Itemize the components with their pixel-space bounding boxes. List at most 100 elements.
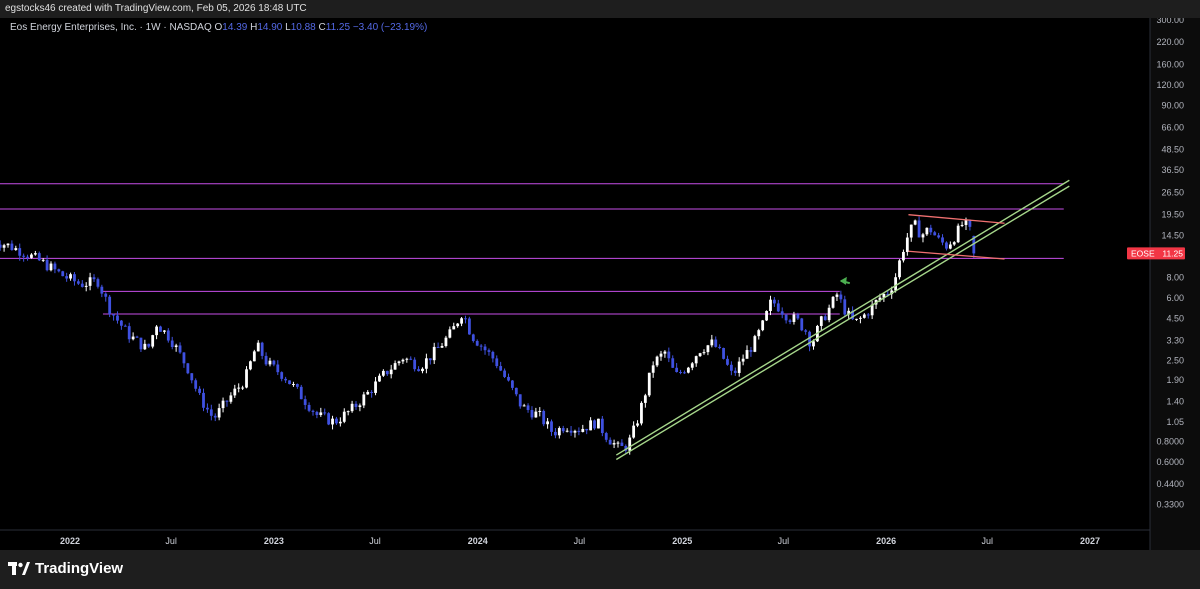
- x-tick-label: 2027: [1080, 536, 1100, 546]
- y-tick-label: 0.6000: [1156, 457, 1184, 467]
- tradingview-brand[interactable]: TradingView: [8, 560, 123, 577]
- candle-body: [948, 244, 952, 249]
- candle-body: [706, 345, 710, 353]
- candle-body: [260, 342, 264, 356]
- candle-body: [890, 290, 894, 295]
- candle-body: [295, 384, 299, 387]
- y-tick-label: 1.90: [1166, 375, 1184, 385]
- price-axis-background: [1150, 18, 1200, 550]
- candle-body: [898, 260, 901, 278]
- candle-body: [217, 408, 221, 418]
- candle-body: [104, 293, 108, 297]
- candle-body: [6, 243, 10, 246]
- candle-body: [655, 356, 659, 366]
- candle-body: [155, 326, 158, 336]
- candle-body: [729, 364, 733, 371]
- candle-body: [499, 366, 503, 371]
- candle-body: [475, 340, 479, 346]
- candle-body: [554, 431, 557, 436]
- candle-body: [839, 294, 843, 300]
- candle-body: [772, 299, 776, 304]
- candle-body: [589, 420, 593, 431]
- candle-body: [671, 358, 675, 368]
- candle-body: [694, 356, 698, 364]
- price-chart[interactable]: 300.00 220.00 160.00 120.00 90.00 66.00 48.50 3…: [0, 18, 1200, 550]
- candle-body: [143, 343, 147, 350]
- candle-body: [659, 353, 663, 357]
- close-label: C: [318, 22, 326, 33]
- candle-body: [10, 243, 14, 250]
- candle-body: [252, 351, 256, 362]
- x-tick-label: Jul: [369, 536, 381, 546]
- candle-body: [221, 400, 225, 409]
- candle-body: [581, 428, 585, 432]
- candle-body: [33, 253, 37, 255]
- candle-body: [268, 360, 272, 365]
- candle-body: [667, 351, 671, 359]
- y-tick-label: 1.05: [1166, 417, 1184, 427]
- chart-area[interactable]: 300.00 220.00 160.00 120.00 90.00 66.00 48.50 3…: [0, 18, 1200, 550]
- candle-body: [159, 326, 162, 332]
- candle-body: [843, 299, 847, 315]
- candle-body: [859, 317, 862, 319]
- candle-body: [385, 370, 389, 375]
- candle-body: [350, 403, 354, 412]
- candle-body: [198, 388, 201, 393]
- candle-body: [550, 421, 553, 432]
- candle-body: [796, 314, 800, 319]
- candle-body: [452, 326, 456, 330]
- y-tick-label: 8.00: [1166, 273, 1184, 283]
- candle-body: [972, 235, 976, 254]
- candle-body: [428, 358, 432, 361]
- candle-body: [237, 387, 241, 389]
- candle-body: [902, 251, 905, 261]
- candle-body: [937, 235, 941, 238]
- candle-body: [851, 310, 854, 320]
- candle-body: [503, 370, 506, 377]
- y-tick-label: 66.00: [1161, 123, 1184, 133]
- candle-body: [61, 271, 65, 277]
- trend-line: [615, 179, 1070, 456]
- candle-body: [542, 410, 546, 425]
- candle-body: [194, 380, 198, 389]
- candle-body: [163, 330, 166, 332]
- x-tick-label: Jul: [165, 536, 177, 546]
- y-tick-label: 14.50: [1161, 230, 1184, 240]
- candle-body: [679, 372, 682, 374]
- candle-body: [929, 227, 933, 233]
- candle-body: [507, 376, 510, 381]
- y-tick-label: 26.50: [1161, 188, 1184, 198]
- candle-body: [643, 395, 647, 403]
- high-value: 14.90: [257, 22, 283, 33]
- candle-body: [374, 381, 377, 393]
- low-label: L: [285, 22, 291, 33]
- candle-body: [202, 392, 205, 408]
- candle-body: [593, 420, 596, 429]
- candle-body: [30, 254, 33, 258]
- candle-body: [569, 430, 573, 433]
- candle-body: [784, 314, 788, 321]
- candle-body: [331, 418, 334, 425]
- symbol-legend: Eos Energy Enterprises, Inc. · 1W · NASD…: [10, 22, 427, 33]
- candle-body: [96, 279, 100, 287]
- candle-body: [413, 359, 417, 370]
- candle-body: [299, 386, 303, 400]
- candle-body: [444, 337, 448, 346]
- candle-body: [174, 345, 178, 347]
- candle-body: [690, 363, 694, 368]
- candle-body: [628, 437, 632, 451]
- candle-body: [952, 242, 956, 245]
- candle-body: [921, 234, 925, 238]
- candle-body: [327, 413, 331, 425]
- candle-body: [14, 248, 18, 250]
- candle-body: [381, 370, 385, 376]
- y-tick-label: 2.50: [1166, 355, 1184, 365]
- candle-body: [41, 259, 45, 261]
- low-value: 10.88: [290, 22, 316, 33]
- x-tick-label: 2025: [672, 536, 692, 546]
- y-tick-label: 4.50: [1166, 314, 1184, 324]
- candle-body: [776, 303, 780, 312]
- candle-body: [69, 274, 72, 279]
- candle-body: [886, 293, 890, 295]
- candle-body: [726, 358, 729, 365]
